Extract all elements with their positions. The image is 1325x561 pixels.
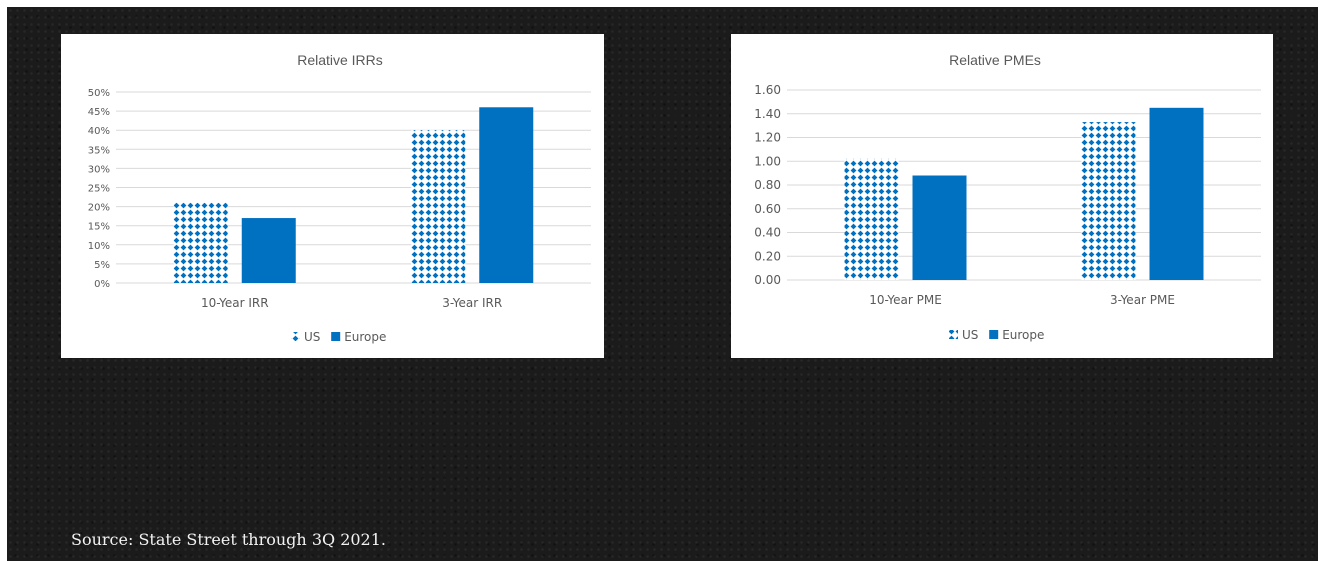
relative-pmes-svg: Relative PMEs 0.00 0.20 0.40 0.60 0.80 1.00 1.2… — [754, 52, 1261, 342]
y-tick-label: 35% — [88, 145, 110, 156]
y-tick-label: 1.40 — [754, 107, 781, 121]
y-tick-label: 15% — [88, 222, 110, 233]
y-tick-label: 45% — [88, 107, 110, 118]
chart-title: Relative IRRs — [297, 52, 383, 68]
relative-pmes-chart: Relative PMEs 0.00 0.20 0.40 0.60 0.80 1.00 1.2… — [731, 34, 1273, 358]
bar-us-3-year-pme — [1081, 122, 1136, 280]
y-tick-label: 0.00 — [754, 273, 781, 287]
y-tick-label: 40% — [88, 126, 110, 137]
legend-swatch-europe — [989, 330, 999, 339]
y-tick-label: 1.00 — [754, 154, 781, 168]
y-tick-label: 0% — [94, 279, 110, 290]
bar-us-10-year-pme — [844, 158, 899, 280]
category-label: 3-Year PME — [1110, 293, 1175, 307]
y-tick-label: 0.40 — [754, 226, 781, 240]
relative-irrs-chart: Relative IRRs 0% 5% 10% 15% 20% 25% 30% 35% 40% 45… — [61, 34, 604, 358]
y-tick-label: 0.60 — [754, 202, 781, 216]
relative-irrs-svg: Relative IRRs 0% 5% 10% 15% 20% 25% 30% 35% 40% 45… — [88, 52, 591, 344]
legend-swatch-us — [949, 330, 958, 339]
y-tick-label: 0.20 — [754, 249, 781, 263]
slide-background: Relative IRRs 0% 5% 10% 15% 20% 25% 30% 35% 40% 45… — [7, 7, 1318, 561]
y-tick-label: 0.80 — [754, 178, 781, 192]
y-tick-label: 20% — [88, 203, 110, 214]
y-tick-label: 30% — [88, 164, 110, 175]
legend-label-us: US — [962, 328, 978, 342]
bar-us-3-year-irr — [411, 130, 466, 283]
category-label: 10-Year PME — [869, 293, 942, 307]
bar-europe-10-year-irr — [241, 218, 296, 283]
y-tick-label: 1.20 — [754, 131, 781, 145]
y-tick-label: 25% — [88, 184, 110, 195]
y-tick-label: 1.60 — [754, 83, 781, 97]
bar-europe-10-year-pme — [912, 175, 967, 280]
category-label: 10-Year IRR — [201, 296, 269, 310]
y-tick-label: 50% — [88, 88, 110, 99]
chart-title: Relative PMEs — [949, 52, 1041, 68]
bar-europe-3-year-irr — [479, 107, 534, 283]
bar-europe-3-year-pme — [1149, 107, 1204, 280]
y-tick-label: 10% — [88, 241, 110, 252]
legend-label-europe: Europe — [1002, 328, 1044, 342]
bar-us-10-year-irr — [173, 202, 228, 283]
category-label: 3-Year IRR — [442, 296, 502, 310]
legend-label-europe: Europe — [344, 330, 386, 344]
y-tick-label: 5% — [94, 260, 110, 271]
source-note: Source: State Street through 3Q 2021. — [71, 530, 386, 549]
legend-label-us: US — [304, 330, 320, 344]
legend-swatch-us — [291, 332, 300, 341]
legend-swatch-europe — [331, 332, 341, 341]
